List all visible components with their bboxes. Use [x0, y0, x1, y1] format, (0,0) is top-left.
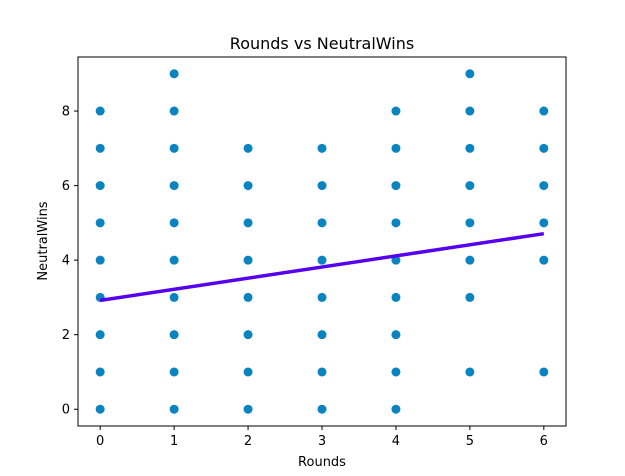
y-axis-label: NeutralWins — [36, 201, 51, 280]
y-tick-label: 0 — [62, 403, 70, 418]
data-point — [95, 404, 105, 414]
data-point — [95, 181, 105, 191]
data-point — [391, 404, 401, 414]
data-point — [317, 404, 327, 414]
data-point — [95, 330, 105, 340]
data-point — [169, 367, 179, 377]
data-point — [169, 143, 179, 153]
data-point — [243, 330, 253, 340]
data-point — [169, 218, 179, 228]
x-axis-label: Rounds — [298, 455, 346, 470]
data-point — [243, 292, 253, 302]
data-point — [243, 404, 253, 414]
data-point — [317, 255, 327, 265]
data-point — [539, 143, 549, 153]
data-point — [95, 106, 105, 116]
data-point — [465, 106, 475, 116]
y-tick-label: 2 — [62, 328, 70, 343]
y-tick-label: 8 — [62, 105, 70, 120]
data-point — [465, 292, 475, 302]
x-tick-label: 2 — [244, 434, 252, 449]
x-tick-label: 1 — [170, 434, 178, 449]
data-point — [169, 69, 179, 79]
data-point — [243, 143, 253, 153]
data-point — [465, 218, 475, 228]
regression-line-layer — [99, 231, 545, 303]
data-point — [317, 181, 327, 191]
data-point — [539, 367, 549, 377]
data-point — [95, 218, 105, 228]
plot-area — [77, 56, 567, 427]
data-point — [95, 143, 105, 153]
x-tick-label: 5 — [466, 434, 474, 449]
data-point — [465, 181, 475, 191]
data-point — [391, 181, 401, 191]
data-point — [169, 292, 179, 302]
data-point — [391, 367, 401, 377]
data-point — [243, 218, 253, 228]
data-point — [317, 330, 327, 340]
regression-line — [99, 231, 545, 303]
data-point — [465, 143, 475, 153]
data-point — [169, 255, 179, 265]
data-point — [317, 292, 327, 302]
y-axis: 0 2 4 6 8 — [62, 105, 78, 418]
data-point — [95, 255, 105, 265]
data-point — [391, 106, 401, 116]
data-point — [243, 181, 253, 191]
x-tick-label: 0 — [96, 434, 104, 449]
x-tick-label: 3 — [318, 434, 326, 449]
data-point — [539, 181, 549, 191]
data-point — [391, 292, 401, 302]
data-point — [317, 143, 327, 153]
data-point — [169, 181, 179, 191]
data-point — [539, 106, 549, 116]
data-point — [317, 218, 327, 228]
data-point — [317, 367, 327, 377]
x-tick-label: 6 — [540, 434, 548, 449]
data-point — [391, 143, 401, 153]
data-point — [391, 330, 401, 340]
data-point — [539, 255, 549, 265]
points-layer — [95, 69, 549, 414]
y-tick-label: 4 — [62, 254, 70, 269]
data-point — [391, 218, 401, 228]
y-tick-label: 6 — [62, 179, 70, 194]
x-axis: 0 1 2 3 4 5 6 — [96, 426, 548, 449]
data-point — [169, 106, 179, 116]
data-point — [95, 367, 105, 377]
data-point — [243, 367, 253, 377]
data-point — [465, 367, 475, 377]
chart-title: Rounds vs NeutralWins — [230, 34, 414, 53]
data-point — [169, 330, 179, 340]
data-point — [465, 69, 475, 79]
data-point — [465, 255, 475, 265]
x-tick-label: 4 — [392, 434, 400, 449]
data-point — [243, 255, 253, 265]
data-point — [539, 218, 549, 228]
data-point — [169, 404, 179, 414]
